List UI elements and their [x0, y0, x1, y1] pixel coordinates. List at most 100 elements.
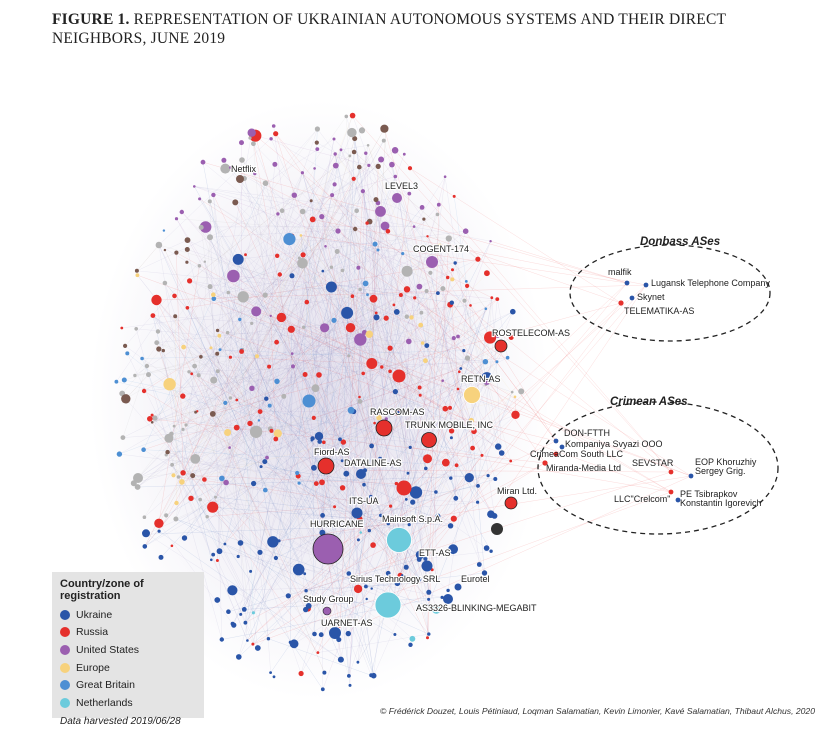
node-retn — [463, 386, 481, 404]
network-node — [419, 205, 425, 210]
network-node — [199, 355, 203, 359]
network-edge — [442, 288, 478, 503]
network-edge — [297, 271, 408, 474]
network-node — [152, 415, 158, 421]
network-edge — [168, 438, 298, 474]
network-edge — [213, 298, 258, 357]
network-node — [154, 518, 164, 528]
network-edge — [390, 298, 498, 372]
network-node — [205, 515, 209, 519]
network-node — [142, 515, 147, 519]
network-edge — [194, 186, 491, 242]
network-edge — [200, 227, 350, 676]
network-edge — [338, 412, 398, 640]
network-edge — [333, 230, 339, 285]
network-node — [220, 163, 231, 174]
network-node — [218, 348, 222, 352]
network-node — [180, 393, 186, 399]
network-edge — [270, 138, 361, 340]
network-edge — [333, 138, 467, 282]
network-edge — [247, 282, 628, 641]
network-edge — [419, 269, 453, 287]
network-node — [303, 572, 307, 576]
network-node — [250, 321, 254, 325]
network-edge — [149, 418, 546, 464]
network-edge — [137, 197, 400, 479]
network-node — [374, 311, 378, 315]
network-edge — [217, 560, 258, 649]
network-node — [266, 637, 271, 641]
legend-item-europe: Europe — [60, 659, 196, 677]
label-ettas: ETT-AS — [419, 548, 451, 558]
network-edge — [393, 302, 622, 602]
network-node — [364, 584, 368, 589]
network-edge — [449, 304, 480, 565]
network-node — [181, 427, 185, 431]
network-node — [407, 523, 411, 527]
network-edge — [156, 299, 429, 600]
network-edge — [134, 228, 356, 376]
network-edge — [149, 259, 478, 419]
network-edge — [291, 329, 366, 471]
network-edge — [245, 487, 343, 623]
network-node — [203, 260, 206, 263]
network-node — [130, 480, 137, 487]
network-edge — [125, 128, 318, 347]
network-node — [367, 163, 371, 167]
network-edge — [277, 213, 419, 580]
network-node — [162, 229, 166, 232]
network-node — [484, 270, 490, 277]
network-edge — [370, 357, 468, 497]
network-node — [357, 164, 362, 170]
legend-item-great-britain: Great Britain — [60, 676, 196, 694]
network-node — [356, 538, 360, 542]
network-edge — [144, 347, 212, 392]
network-edge — [447, 297, 492, 591]
network-node — [370, 587, 373, 590]
network-edge — [348, 211, 381, 676]
network-node — [417, 385, 422, 390]
network-edge — [209, 237, 349, 574]
network-node — [232, 199, 239, 206]
network-node — [325, 281, 337, 293]
network-edge — [450, 478, 457, 499]
network-edge — [243, 296, 271, 673]
network-edge — [141, 358, 220, 552]
network-node — [254, 645, 261, 651]
network-edge — [321, 298, 498, 483]
network-node — [480, 453, 484, 457]
legend-note: Data harvested 2019/06/28 — [60, 715, 181, 727]
network-node — [353, 584, 363, 594]
network-node — [246, 639, 249, 642]
network-node — [385, 570, 391, 576]
network-edge — [292, 312, 422, 354]
network-edge — [253, 143, 410, 525]
network-node — [269, 428, 274, 433]
network-edge — [411, 277, 448, 318]
network-node — [198, 197, 202, 201]
network-edge — [184, 289, 361, 539]
network-node — [450, 277, 455, 282]
node-tsibrapkov — [675, 497, 681, 503]
network-node — [292, 563, 305, 576]
network-node — [211, 292, 216, 298]
network-edge — [276, 140, 384, 343]
network-edge — [308, 414, 516, 607]
network-node — [223, 400, 228, 405]
network-edge — [323, 442, 402, 534]
network-node — [389, 161, 395, 168]
network-node — [426, 636, 429, 640]
network-node — [434, 490, 438, 494]
network-edge — [264, 178, 354, 462]
network-edge — [322, 271, 391, 507]
network-edge — [331, 191, 364, 268]
network-edge — [156, 342, 278, 382]
network-node — [180, 470, 186, 476]
network-edge — [233, 275, 367, 587]
network-edge — [410, 447, 672, 493]
network-node — [225, 330, 230, 335]
network-node — [409, 315, 414, 320]
network-edge — [191, 373, 324, 443]
network-node — [259, 465, 263, 469]
network-node — [272, 161, 278, 167]
